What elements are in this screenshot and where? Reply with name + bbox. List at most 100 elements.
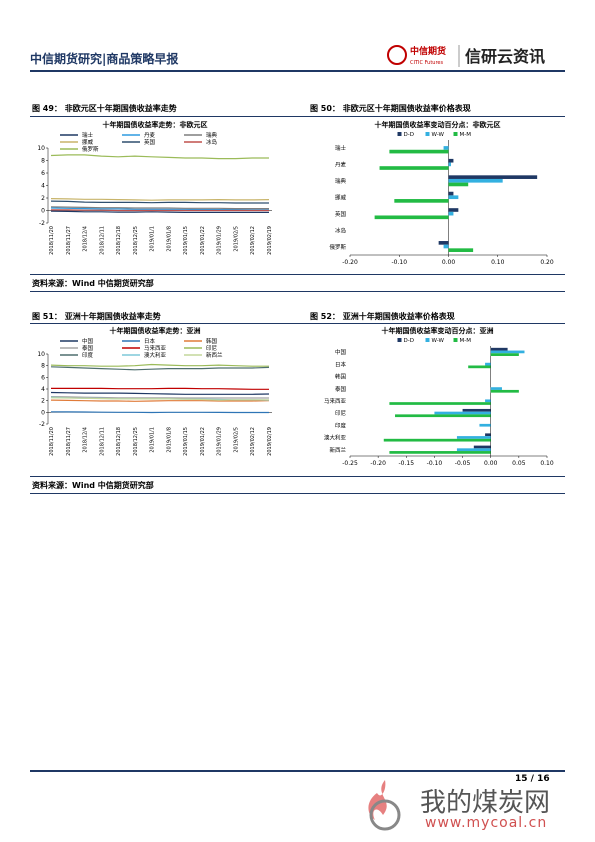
bar xyxy=(448,208,459,212)
line-series xyxy=(50,200,269,204)
y-tick-label: 泰国 xyxy=(335,385,347,393)
watermark-icon xyxy=(368,780,401,831)
x-tick-label: 2018/11/20 xyxy=(49,226,55,255)
legend-label: M-M xyxy=(460,338,472,344)
bar xyxy=(485,399,491,403)
legend-label: 新西兰 xyxy=(206,351,223,359)
y-tick-label: 6 xyxy=(41,170,45,177)
rule xyxy=(30,493,565,494)
x-tick-label: 2019/02/12 xyxy=(250,226,256,255)
y-tick-label: 印尼 xyxy=(335,410,347,417)
brand: 信研云资讯 xyxy=(465,47,545,66)
bar xyxy=(438,241,449,245)
bar xyxy=(468,365,491,369)
x-tick-label: 2018/11/27 xyxy=(66,226,72,255)
x-tick-label: 2019/02/5 xyxy=(233,427,239,453)
legend-label: 英国 xyxy=(144,138,156,146)
y-tick-label: 韩国 xyxy=(335,373,347,381)
x-tick-label: 2018/11/27 xyxy=(66,427,72,456)
x-tick-label: 2019/02/19 xyxy=(267,226,273,255)
figure-caption: 图 52： 亚洲十年期国债收益率价格表现 xyxy=(310,311,455,322)
legend-label: M-M xyxy=(460,132,472,138)
bar xyxy=(448,248,474,252)
chart-title: 十年期国债收益率变动百分点：亚洲 xyxy=(382,326,494,335)
y-tick-label: 4 xyxy=(41,386,45,393)
figure-number: 图 50： xyxy=(310,104,340,113)
x-tick-label: 2018/12/11 xyxy=(99,226,105,255)
bar xyxy=(383,438,491,442)
x-tick-label: 2018/12/18 xyxy=(116,427,122,456)
x-tick-label: 2019/01/15 xyxy=(183,226,189,255)
chart: 十年期国债收益率变动百分点：非欧元区 D-D W-W M-M -0.20 -0.10 0.0… xyxy=(329,120,554,266)
bar xyxy=(448,182,469,187)
line-series xyxy=(50,396,269,399)
y-tick-label: 英国 xyxy=(335,210,347,218)
bar xyxy=(485,433,491,437)
legend-label: 印尼 xyxy=(206,345,218,352)
bar xyxy=(394,199,449,203)
figure-number: 图 49： xyxy=(32,104,62,113)
line-series xyxy=(50,154,269,160)
x-tick-label: 2019/01/29 xyxy=(217,427,223,456)
bar xyxy=(462,408,491,412)
x-tick-label: 2019/01/22 xyxy=(200,427,206,456)
y-tick-label: 瑞士 xyxy=(335,144,347,152)
bar xyxy=(490,389,519,393)
page-number: 15 / 16 xyxy=(515,774,550,784)
y-tick-label: 冰岛 xyxy=(335,226,347,234)
figure-title: 亚洲十年期国债收益率价格表现 xyxy=(342,312,455,321)
figure-caption: 图 49： 非欧元区十年期国债收益率走势 xyxy=(32,103,177,114)
y-tick-label: 挪威 xyxy=(335,194,347,202)
x-tick-label: -0.15 xyxy=(399,460,415,467)
line-series xyxy=(50,363,269,367)
x-tick-label: 0.10 xyxy=(491,259,505,266)
legend-label: 俄罗斯 xyxy=(82,145,99,153)
line-series xyxy=(50,366,270,371)
source: 资料来源：Wind 中信期货研究部 xyxy=(32,481,154,490)
bar xyxy=(490,353,519,356)
line-series xyxy=(50,399,270,402)
y-tick-label: 瑞典 xyxy=(335,177,347,185)
x-tick-label: -0.10 xyxy=(391,259,407,266)
legend-swatch xyxy=(425,338,430,342)
legend-label: 韩国 xyxy=(206,337,218,345)
bar xyxy=(479,423,491,427)
header-title: 中信期货研究|商品策略早报 xyxy=(30,52,179,66)
y-tick-label: 印度 xyxy=(335,421,347,429)
chart-title: 十年期国债收益率走势：非欧元区 xyxy=(103,120,208,129)
y-tick-label: 2 xyxy=(41,398,45,405)
chart-title: 十年期国债收益率走势：亚洲 xyxy=(110,326,201,335)
watermark-url: www.mycoal.cn xyxy=(425,815,548,831)
logo-icon xyxy=(387,45,407,65)
y-tick-label: 4 xyxy=(41,183,45,190)
legend-swatch xyxy=(453,132,458,136)
legend-label: 泰国 xyxy=(82,344,94,352)
figure-number: 图 52： xyxy=(310,312,340,321)
line-series xyxy=(50,206,269,210)
figure-title: 非欧元区十年期国债收益率走势 xyxy=(64,104,177,113)
legend-swatch xyxy=(397,132,402,136)
y-tick-label: 新西兰 xyxy=(329,446,346,454)
legend-label: 澳大利亚 xyxy=(144,351,167,359)
y-tick-label: 2 xyxy=(41,195,45,202)
x-tick-label: 2018/12/25 xyxy=(133,427,139,456)
x-tick-label: 0.20 xyxy=(540,259,554,266)
watermark-cn: 我的煤炭网 xyxy=(420,788,551,818)
x-tick-label: 2018/12/11 xyxy=(99,427,105,456)
bar xyxy=(443,244,449,249)
y-tick-label: 8 xyxy=(41,363,45,370)
legend-label: 印度 xyxy=(82,351,94,359)
legend-label: W-W xyxy=(432,338,445,344)
y-tick-label: 10 xyxy=(37,351,45,358)
x-tick-label: -0.20 xyxy=(370,460,386,467)
legend-label: W-W xyxy=(432,132,445,138)
chart-title: 十年期国债收益率变动百分点：非欧元区 xyxy=(375,120,501,129)
rule xyxy=(30,274,565,275)
y-tick-label: 0 xyxy=(41,409,45,416)
y-tick-label: 6 xyxy=(41,374,45,381)
bar xyxy=(448,191,454,196)
x-tick-label: 2019/01/15 xyxy=(183,427,189,456)
x-tick-label: -0.10 xyxy=(427,460,443,467)
y-tick-label: 中国 xyxy=(335,348,347,356)
